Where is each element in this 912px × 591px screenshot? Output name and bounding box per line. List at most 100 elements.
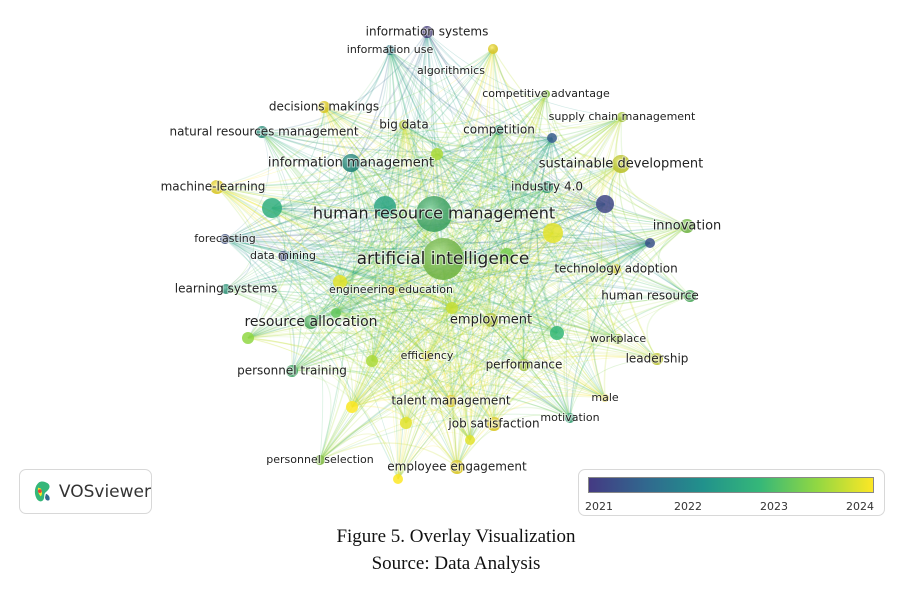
network-node-algorithmics[interactable] [488,44,498,54]
network-node-natural-resources-management[interactable] [256,126,268,138]
node-label-industry-4-0: industry 4.0 [511,180,583,194]
network-edge [271,207,606,399]
network-node-leadership[interactable] [651,353,663,365]
network-node-human-resource-management[interactable] [416,196,452,232]
network-node-personnel-training[interactable] [286,365,298,377]
network-node-learning-systems[interactable] [221,284,231,294]
network-node-forecasting[interactable] [220,234,230,244]
network-node-innovation[interactable] [680,219,694,233]
network-edge [384,206,558,334]
network-node-competitive-advantage[interactable] [542,90,550,98]
network-edge [456,319,492,468]
network-edge [384,206,554,234]
network-edge [351,382,452,408]
node-label-competitive-advantage: competitive advantage [482,87,610,100]
network-edge [339,281,374,362]
network-edge [323,93,547,125]
network-edge [351,225,688,408]
network-edge [397,124,409,480]
network-node-industry-4-0[interactable] [541,181,553,193]
node-shade [487,417,501,431]
network-edge [426,31,554,234]
network-node-data-mining[interactable] [278,251,288,261]
network-edge [319,433,399,480]
network-edge [216,186,386,209]
network-edge [282,255,453,309]
network-edge [350,162,399,480]
network-edge [323,106,658,360]
network-edge [339,93,547,283]
vosviewer-logo-text: VOSviewer [58,481,151,502]
network-edge [493,338,619,425]
network-edge [384,206,571,419]
node-label-information-systems: information systems [366,25,489,39]
network-edge [282,255,458,468]
network-edge [216,186,293,372]
network-edge [291,350,525,372]
network-node-artificial-intelligence[interactable] [422,238,464,280]
network-node-supply-chain-management[interactable] [617,112,627,122]
network-node-motivation[interactable] [565,413,575,423]
network-node-workplace[interactable] [613,334,623,344]
network-node-personnel-selection[interactable] [315,455,325,465]
network-edge [225,206,386,290]
network-node-human-resource[interactable] [684,290,696,302]
network-node-male[interactable] [601,394,609,402]
network-node-performance[interactable] [518,359,530,371]
network-edge [310,31,428,323]
network-edge [585,116,623,399]
network-edge [247,307,453,339]
network-edge [522,137,553,366]
network-node-technology-adoption[interactable] [611,264,621,274]
node-shade [613,334,623,344]
node-label-sustainable-development: sustainable development [539,157,703,172]
network-edge [618,163,691,297]
network-edge [569,225,688,419]
network-edge [426,31,494,71]
network-edge [498,129,606,205]
network-edge [261,131,407,424]
network-edge [291,367,606,399]
node-shade [304,315,318,329]
network-edge [537,186,558,334]
network-edge [216,186,407,424]
network-node-efficiency[interactable] [422,351,432,361]
network-edge [271,207,495,425]
network-edge [397,364,525,480]
network-edge [498,129,658,360]
network-node-engineering-education[interactable] [386,285,396,295]
network-node-talent-management[interactable] [445,395,457,407]
network-node-information-management[interactable] [342,154,360,172]
network-node-resource-allocation[interactable] [304,315,318,329]
network-node-employment[interactable] [484,313,498,327]
network-edge [606,242,651,270]
network-edge [224,116,623,240]
network-node-competition[interactable] [494,125,504,135]
network-edge [506,116,623,256]
network-edge [390,163,622,291]
network-edge [291,289,392,372]
network-node-job-satisfaction[interactable] [487,417,501,431]
network-edge [261,131,293,257]
network-edge [490,319,606,399]
network-edge [261,131,458,468]
network-edge [247,336,373,362]
network-edge [506,254,619,340]
network-edge [351,124,405,408]
network-node-decisions-makings[interactable] [318,101,330,113]
network-node-information-systems[interactable] [421,26,433,38]
network-edge [319,364,525,461]
network-node-information-use[interactable] [385,45,395,55]
network-edge [335,254,508,314]
node-label-employment: employment [450,313,532,328]
network-map[interactable]: artificial intelligence human resource ma… [0,0,912,510]
network-edge [282,255,558,334]
network-edge [520,232,554,366]
network-edge [216,106,325,188]
network-node-sustainable-development[interactable] [612,155,630,173]
network-node-employee-engagement[interactable] [450,460,464,474]
network-node-machine-learning[interactable] [210,180,224,194]
network-edge [436,116,623,159]
network-edge [216,186,444,260]
network-node-big-data[interactable] [399,120,409,130]
